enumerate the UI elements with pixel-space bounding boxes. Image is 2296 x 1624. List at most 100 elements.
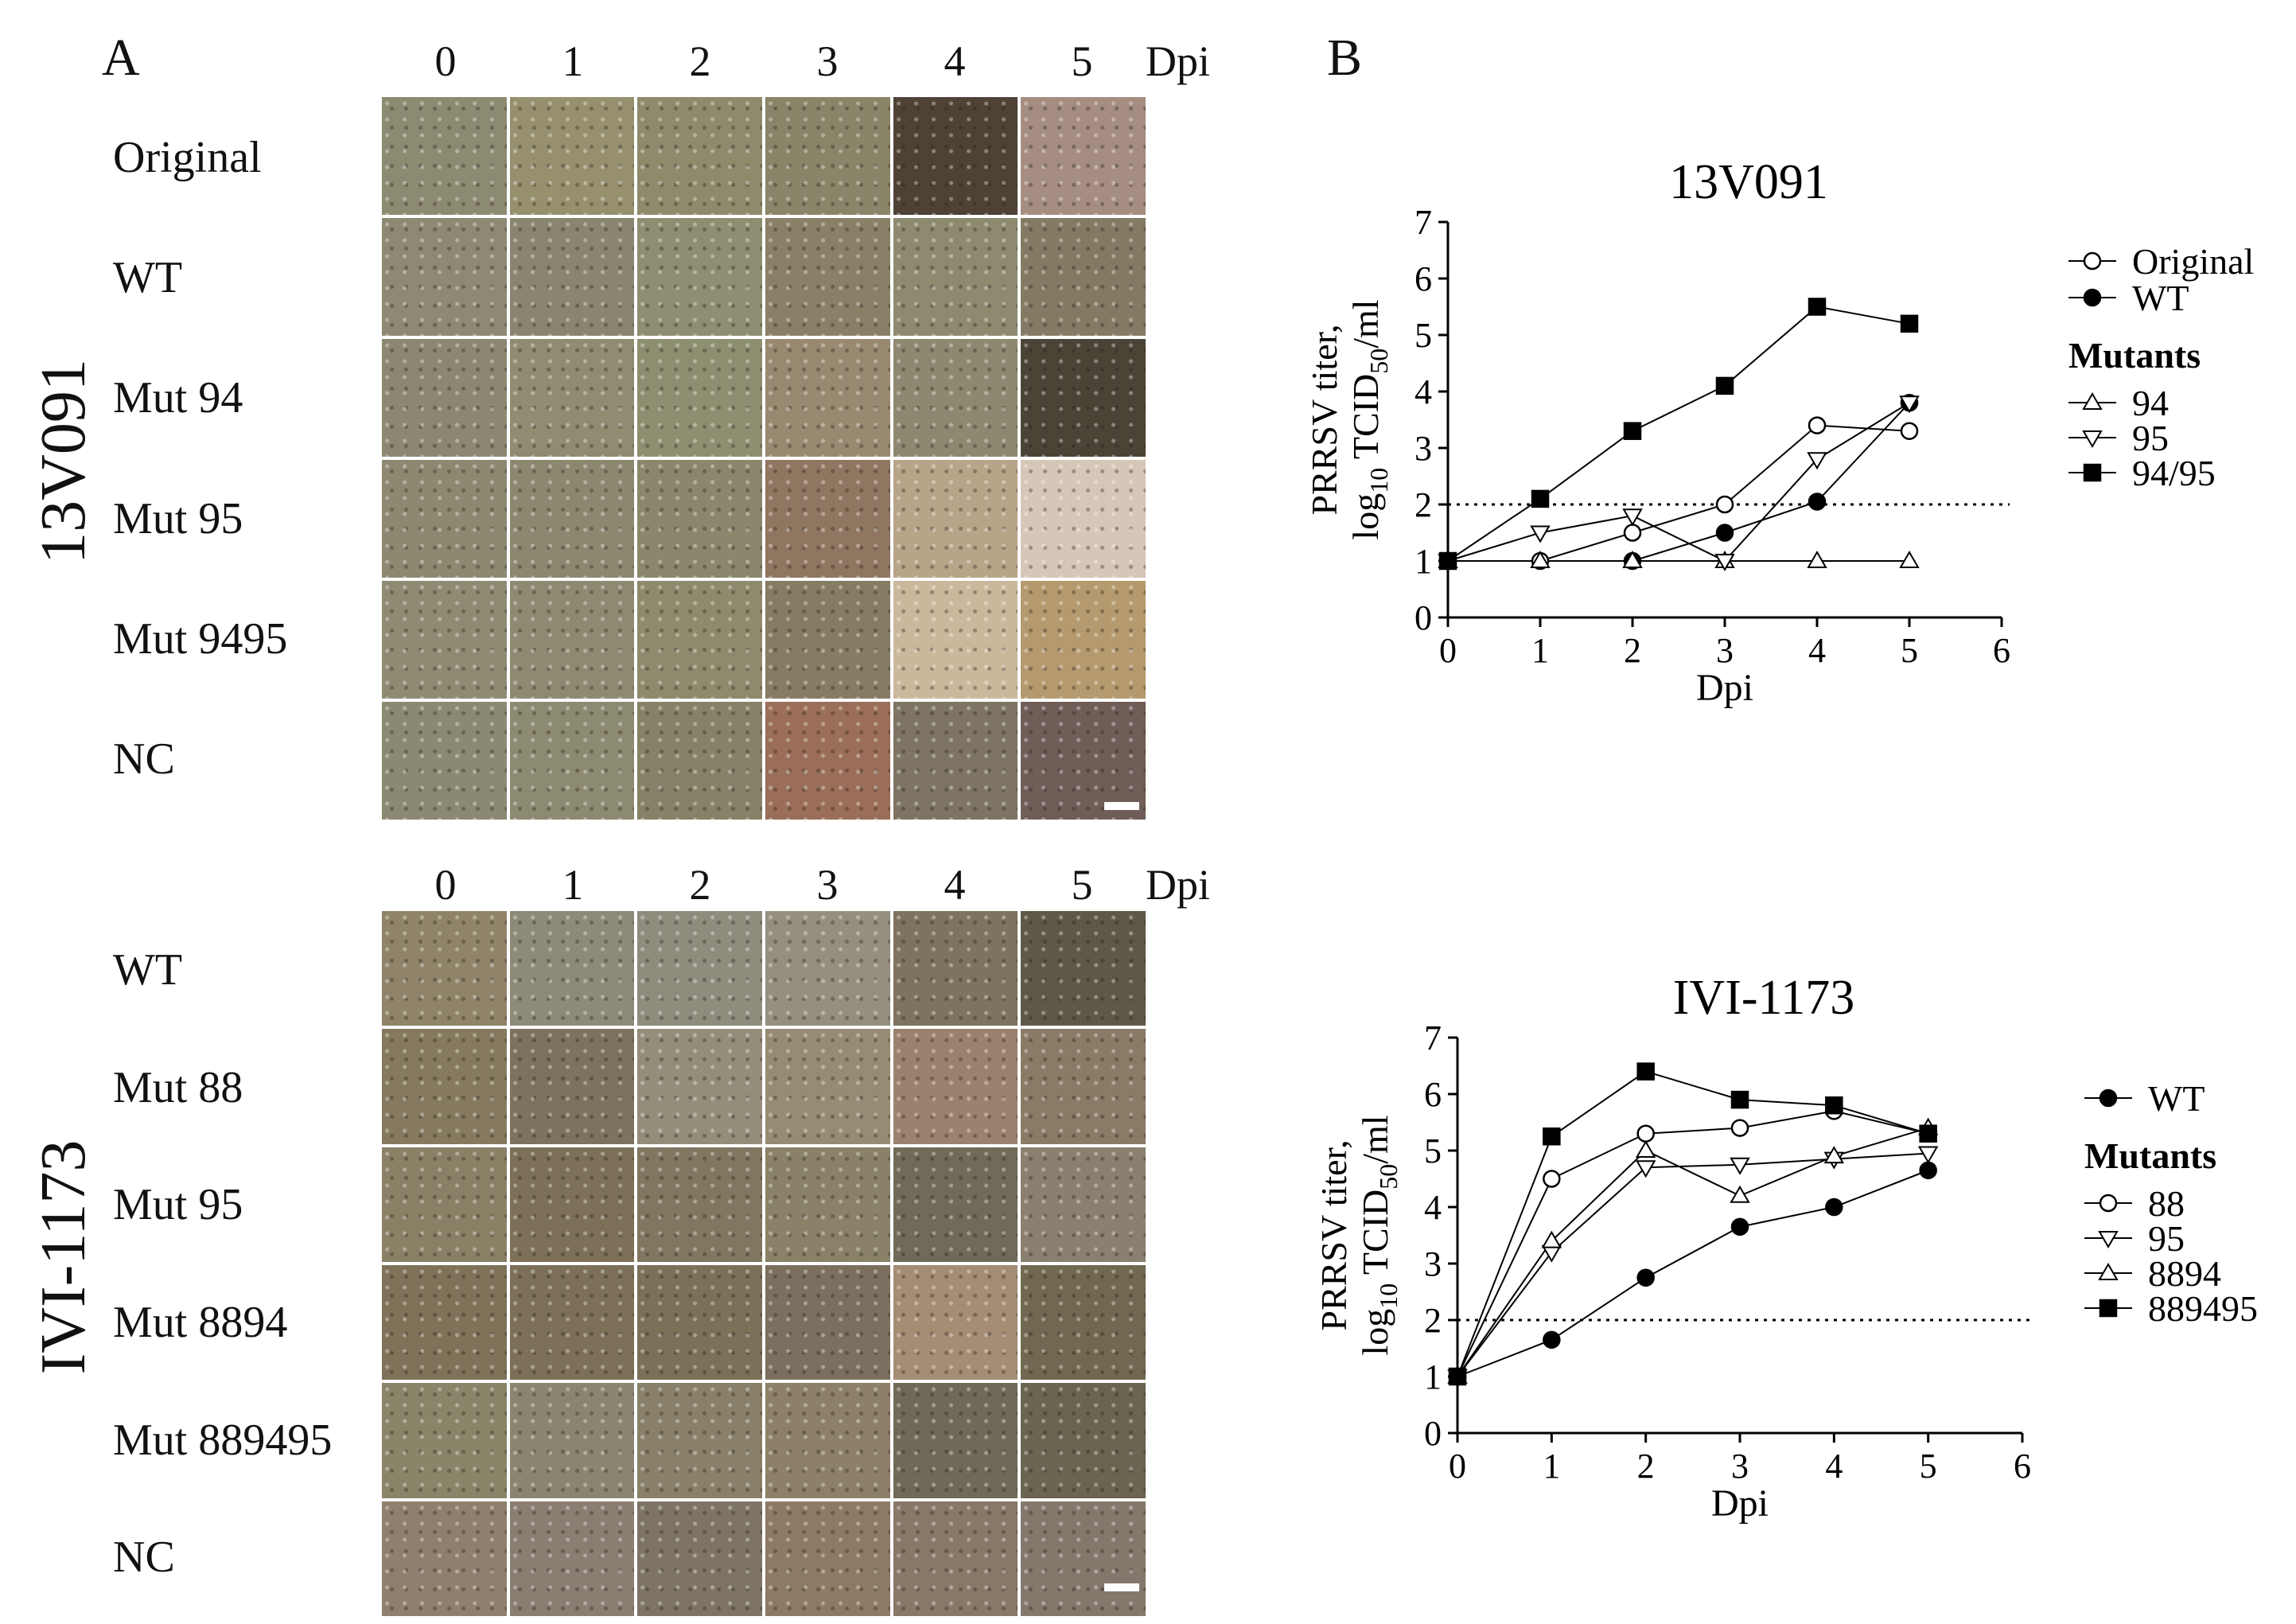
x-tick-label: 2: [1624, 631, 1641, 670]
micrograph-cell: [893, 1147, 1018, 1262]
chart-ivi-1173: IVI-1173 0 1 2 3 4 5 6 7 0 1 2 3 4 5 6 Dpi PRRSV titer,lo…: [1313, 971, 2258, 1525]
row-label: Mut 95: [113, 1180, 243, 1230]
micrograph-cell: [509, 702, 635, 820]
micrograph-cell: [893, 460, 1018, 578]
data-point-94: [1899, 551, 1920, 568]
data-point-94/95: [1531, 489, 1550, 508]
chart-title: 13V091: [1669, 155, 1828, 209]
micrograph-cell: [509, 581, 635, 699]
y-axis-label-part: 10: [1364, 468, 1393, 493]
y-axis-label-part: 50: [1374, 1164, 1403, 1190]
y-tick-label: 6: [1424, 1075, 1442, 1114]
legend-label: WT: [2148, 1078, 2205, 1119]
micrograph-cell: [637, 1264, 762, 1381]
micrograph-cell: [509, 97, 635, 215]
micrograph-cell: [637, 460, 762, 578]
x-tick-label: 0: [1439, 631, 1457, 670]
data-point-95: [1730, 1157, 1750, 1175]
micrograph-cell: [509, 911, 635, 1026]
y-tick-label: 6: [1415, 259, 1432, 298]
row-label: Mut 88: [113, 1062, 243, 1112]
micrograph-cell: [1021, 1501, 1146, 1616]
y-tick-label: 4: [1415, 372, 1432, 411]
chart-13v091: 13V091 0 1 2 3 4 5 6 7 0 1 2 3 4 5 6 Dpi PRRSV titer,log1…: [1304, 155, 2254, 709]
micrograph-cell: [382, 911, 507, 1026]
data-point-Original: [1900, 422, 1919, 440]
legend-marker: [2099, 1194, 2118, 1213]
micrograph-cell: [893, 1264, 1018, 1381]
legend-label: WT: [2132, 278, 2189, 318]
data-point-889495: [1448, 1367, 1467, 1386]
micrograph-cell: [1021, 460, 1146, 578]
micrograph-cell: [765, 1501, 890, 1616]
row-label: Mut 9495: [113, 614, 288, 664]
row-label: Mut 95: [113, 493, 243, 543]
micrograph-cell: [509, 1147, 635, 1262]
data-point-94: [1807, 551, 1827, 568]
data-point-94: [1622, 551, 1643, 568]
micrograph-cell: [637, 1501, 762, 1616]
micrograph-cell: [637, 911, 762, 1026]
data-point-889495: [1919, 1124, 1937, 1143]
micrograph-cell: [509, 1383, 635, 1498]
x-tick-label: 3: [1731, 1447, 1749, 1486]
micrograph-cell: [765, 702, 890, 820]
y-axis-label-line1: PRRSV titer,: [1304, 324, 1345, 515]
data-point-WT: [1808, 493, 1827, 511]
legend-label: 8894: [2148, 1253, 2221, 1294]
top-scale-bar: [1104, 802, 1139, 810]
x-tick-label: 1: [1543, 1447, 1560, 1486]
y-tick-label: 0: [1415, 598, 1432, 637]
top-virus-label: 13V091: [29, 359, 99, 564]
column-label-dpi: 3: [816, 861, 839, 909]
legend-marker: [2083, 463, 2102, 482]
micrograph-cell: [637, 702, 762, 820]
y-tick-label: 3: [1415, 429, 1432, 468]
y-axis-label-line2: log10 TCID50/ml: [1345, 299, 1393, 539]
data-point-889495: [1543, 1127, 1561, 1146]
x-tick-label: 3: [1716, 631, 1734, 670]
micrograph-cell: [1021, 97, 1146, 215]
legend-marker: [2099, 1089, 2118, 1108]
data-point-88: [1636, 1124, 1655, 1143]
legend-marker: [2083, 288, 2102, 307]
data-point-88: [1543, 1170, 1561, 1188]
data-point-8894: [1541, 1230, 1562, 1248]
micrograph-cell: [382, 97, 507, 215]
y-tick-label: 7: [1424, 1018, 1442, 1057]
micrograph-cell: [765, 97, 890, 215]
series-line-95: [1457, 1152, 1928, 1377]
y-tick-label: 0: [1424, 1414, 1442, 1453]
data-point-WT: [1825, 1198, 1843, 1217]
y-tick-label: 3: [1424, 1244, 1442, 1283]
row-label: Mut 94: [113, 373, 243, 423]
series-line-WT: [1632, 402, 1910, 562]
micrograph-cell: [637, 1147, 762, 1262]
column-label-dpi: 1: [562, 861, 584, 909]
y-axis-label-part: /ml: [1355, 1115, 1395, 1163]
micrograph-cell: [1021, 1147, 1146, 1262]
y-tick-label: 1: [1415, 542, 1432, 581]
data-point-88: [1730, 1119, 1749, 1137]
row-label: NC: [113, 1532, 175, 1583]
data-point-95: [1530, 525, 1551, 543]
micrograph-cell: [893, 97, 1018, 215]
data-point-95: [1807, 452, 1827, 470]
legend-group-label: Mutants: [2068, 335, 2201, 376]
micrograph-cell: [1021, 1264, 1146, 1381]
y-axis-label: PRRSV titer,log10 TCID50/ml: [1304, 299, 1393, 539]
data-point-889495: [1825, 1096, 1843, 1115]
y-axis-label-line2: log10 TCID50/ml: [1355, 1115, 1403, 1355]
micrograph-cell: [637, 218, 762, 336]
legend-marker: [2099, 1299, 2118, 1318]
x-axis-label: Dpi: [1711, 1482, 1769, 1525]
micrograph-cell: [637, 97, 762, 215]
data-point-94: [1530, 551, 1551, 568]
micrograph-cell: [382, 1264, 507, 1381]
x-tick-label: 4: [1808, 631, 1826, 670]
data-point-95: [1917, 1146, 1939, 1164]
micrograph-cell: [893, 702, 1018, 820]
series-line-88: [1457, 1110, 1928, 1377]
y-tick-label: 7: [1415, 203, 1432, 242]
panel-a-letter: A: [102, 29, 140, 87]
